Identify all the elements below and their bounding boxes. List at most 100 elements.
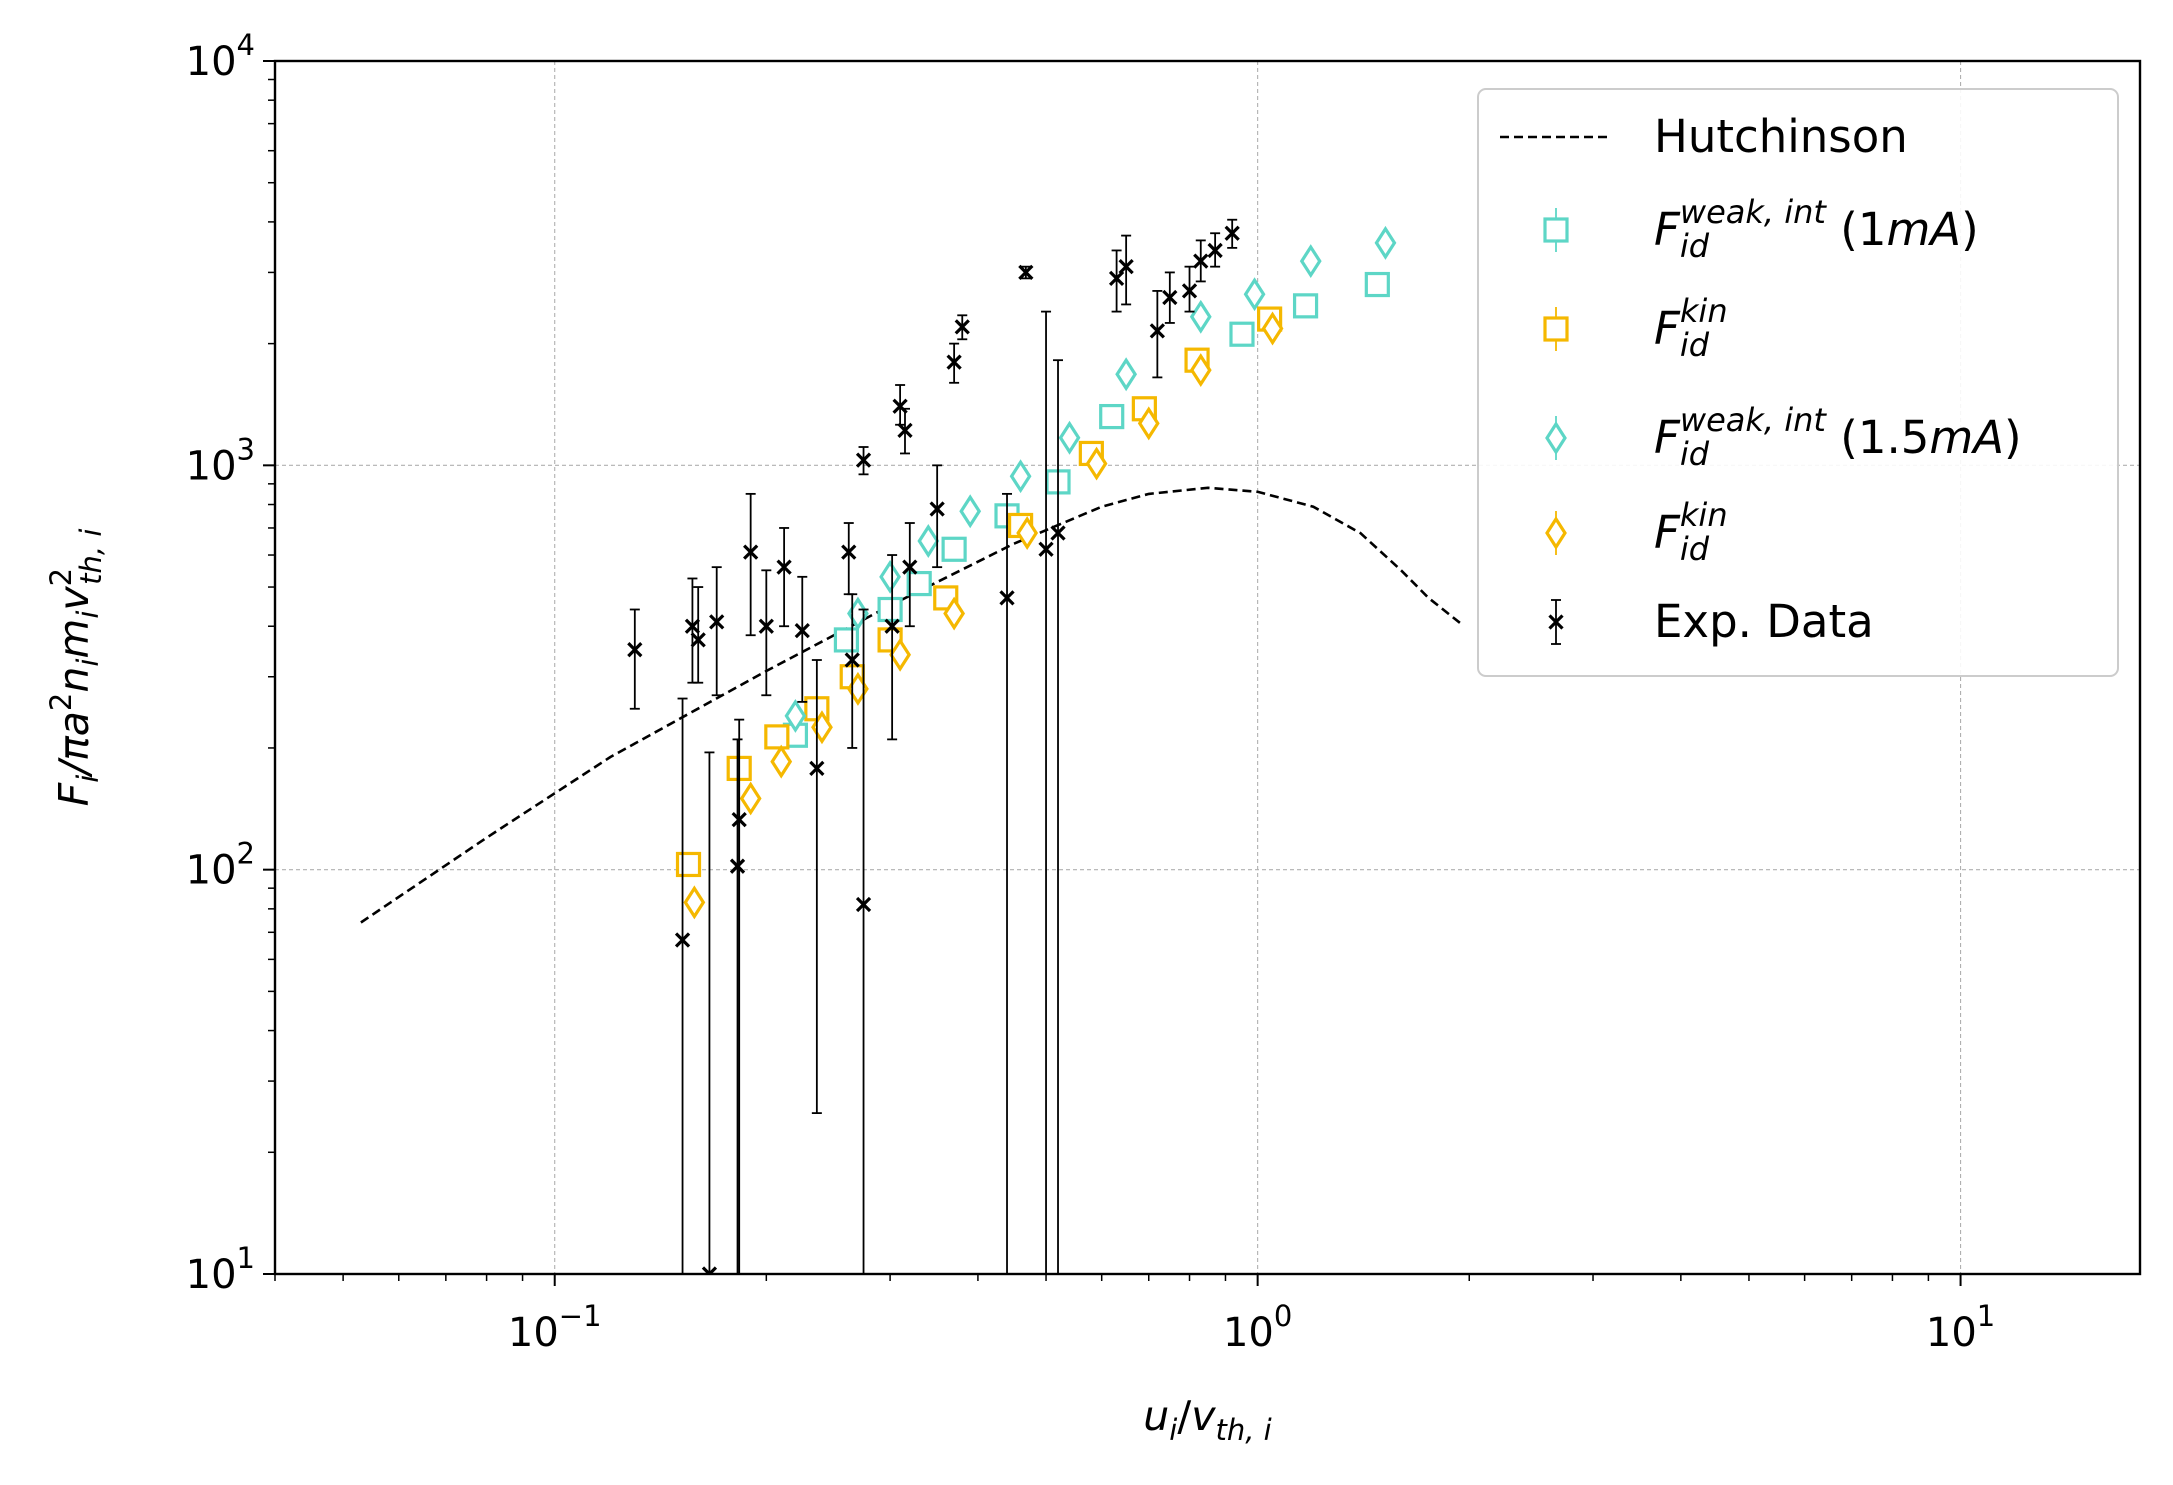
legend-label: Fidkin <box>1654 292 1728 364</box>
data-point <box>959 494 982 529</box>
data-point <box>1261 311 1284 346</box>
data-point <box>943 596 966 631</box>
legend-label: Hutchinson <box>1654 110 1908 163</box>
x-tick-label: 10−1 <box>508 1299 602 1356</box>
legend-marker <box>1543 217 1569 243</box>
data-point <box>1224 225 1240 241</box>
x-tick-label-exponent: 1 <box>1977 1299 1995 1333</box>
y-tick-label: 102 <box>186 837 255 894</box>
data-point <box>739 781 762 816</box>
data-point <box>1115 357 1138 392</box>
series-0 <box>360 486 1463 924</box>
data-point <box>1374 225 1397 260</box>
y-tick-label: 104 <box>186 28 255 85</box>
data-point <box>889 637 912 672</box>
label-part: th, i <box>1215 1413 1271 1447</box>
data-point <box>675 851 702 878</box>
data-point <box>684 618 701 634</box>
data-point <box>1009 459 1032 494</box>
data-point <box>1193 253 1209 269</box>
label-part: i <box>71 659 105 667</box>
legend-label: Exp. Data <box>1654 595 1874 648</box>
legend-marker <box>1545 516 1567 550</box>
legend-label: Fidkin <box>1654 496 1728 568</box>
data-point <box>1149 323 1165 339</box>
legend-label-text: (1 <box>1826 203 1887 256</box>
data-point <box>1099 403 1125 430</box>
data-point <box>841 544 857 560</box>
data-point <box>743 544 759 560</box>
data-point <box>809 760 825 777</box>
data-point <box>999 590 1015 606</box>
label-part: th, i <box>74 529 108 585</box>
data-point <box>902 559 918 575</box>
legend-label-superscript: weak, int <box>1680 193 1828 231</box>
data-point <box>1050 525 1066 541</box>
hutchinson-curve <box>360 486 1463 924</box>
y-tick-label-base: 10 <box>186 848 237 894</box>
legend-label-text: ) <box>2004 411 2022 464</box>
label-part: u <box>1143 1392 1169 1440</box>
legend-entry-1: Fidweak, int (1mA) <box>1543 193 1979 265</box>
label-part: 2 <box>44 568 78 586</box>
legend-label-text: F <box>1654 302 1681 355</box>
y-tick-label: 103 <box>186 432 255 489</box>
data-point <box>764 724 790 750</box>
legend-entry-3: Fidweak, int (1.5mA) <box>1545 401 2022 473</box>
data-point <box>855 896 872 913</box>
legend-label: Fidweak, int (1.5mA) <box>1654 401 2022 473</box>
data-point <box>844 652 860 668</box>
data-point <box>1299 244 1322 279</box>
x-tick-label: 101 <box>1926 1299 1995 1356</box>
label-part: v <box>50 586 98 611</box>
legend-label-text: F <box>1654 203 1681 256</box>
label-part: F <box>50 781 98 806</box>
label-part: m <box>50 619 98 659</box>
y-tick-label-base: 10 <box>186 1252 237 1298</box>
data-point <box>1085 446 1108 481</box>
data-point <box>1137 406 1160 441</box>
legend-entry-4: Fidkin <box>1545 496 1728 568</box>
label-part: i <box>71 775 105 783</box>
data-point <box>758 618 774 634</box>
data-point <box>884 618 900 634</box>
data-point <box>897 422 913 439</box>
legend-label-subscript: id <box>1680 435 1710 473</box>
y-axis-label: Fi/πa2nimiv2th, i <box>44 529 108 807</box>
legend-label-text: ) <box>1961 203 1979 256</box>
data-point <box>627 642 643 658</box>
y-tick-label-base: 10 <box>186 443 237 489</box>
data-point <box>929 501 945 517</box>
legend-entry-2: Fidkin <box>1543 292 1728 364</box>
data-point <box>1243 277 1266 312</box>
data-point <box>1162 289 1178 306</box>
legend-label-text: F <box>1654 411 1681 464</box>
label-part: /πa <box>50 711 98 778</box>
data-point <box>946 354 962 370</box>
legend-marker <box>1543 316 1569 342</box>
data-point <box>770 744 793 779</box>
legend-marker <box>1548 614 1564 630</box>
x-axis-label: ui/vth, i <box>1143 1392 1271 1447</box>
data-point <box>1118 259 1134 275</box>
data-point <box>1229 321 1255 347</box>
x-tick-label-base: 10 <box>1926 1310 1977 1356</box>
series-3 <box>784 225 1397 733</box>
legend-label-subscript: id <box>1680 326 1710 364</box>
axes <box>263 60 1962 1286</box>
data-point <box>954 319 970 335</box>
y-tick-label: 101 <box>186 1241 255 1298</box>
y-tick-label-exponent: 3 <box>237 432 255 466</box>
data-point <box>879 559 902 594</box>
legend-label-text: F <box>1654 506 1681 559</box>
data-point <box>776 559 792 575</box>
legend-label-subscript: id <box>1680 227 1710 265</box>
data-point <box>731 811 747 828</box>
data-point <box>1207 242 1223 259</box>
plot-frame <box>273 59 2142 1276</box>
label-part: n <box>50 667 98 693</box>
y-tick-label-exponent: 4 <box>237 28 255 62</box>
data-point <box>877 596 903 623</box>
